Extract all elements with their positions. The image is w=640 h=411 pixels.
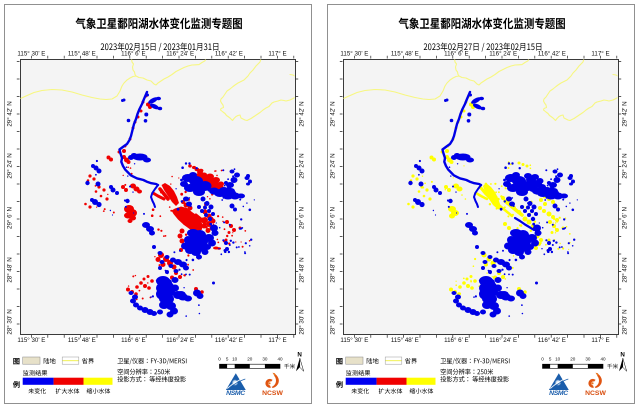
svg-text:116° 42' E: 116° 42' E bbox=[215, 337, 243, 344]
svg-text:116° 42' E: 116° 42' E bbox=[215, 50, 243, 57]
svg-text:116° 6' E: 116° 6' E bbox=[444, 50, 469, 57]
svg-text:116° 24' E: 116° 24' E bbox=[489, 337, 517, 344]
svg-text:N: N bbox=[620, 352, 625, 359]
svg-text:29° 6' N: 29° 6' N bbox=[7, 207, 14, 229]
svg-text:116° 24' E: 116° 24' E bbox=[489, 50, 517, 57]
svg-text:116° 6' E: 116° 6' E bbox=[121, 337, 146, 344]
svg-text:20: 20 bbox=[247, 357, 253, 362]
svg-text:117° E: 117° E bbox=[591, 50, 609, 57]
svg-text:40: 40 bbox=[600, 357, 606, 362]
svg-text:29° 24' N: 29° 24' N bbox=[299, 153, 306, 178]
svg-text:0: 0 bbox=[541, 357, 544, 362]
svg-text:29° 24' N: 29° 24' N bbox=[330, 153, 337, 178]
svg-text:116° 42' E: 116° 42' E bbox=[538, 50, 566, 57]
svg-text:30: 30 bbox=[262, 357, 268, 362]
svg-text:28° 48' N: 28° 48' N bbox=[7, 257, 14, 282]
svg-text:29° 42' N: 29° 42' N bbox=[7, 101, 14, 126]
svg-text:116° 42' E: 116° 42' E bbox=[538, 337, 566, 344]
svg-text:28° 30' N: 28° 30' N bbox=[7, 309, 14, 334]
svg-text:117° E: 117° E bbox=[268, 337, 286, 344]
svg-text:115° 30' E: 115° 30' E bbox=[17, 337, 45, 344]
svg-text:10: 10 bbox=[555, 357, 561, 362]
svg-text:10: 10 bbox=[232, 357, 238, 362]
svg-text:117° E: 117° E bbox=[591, 337, 609, 344]
svg-text:117° E: 117° E bbox=[268, 50, 286, 57]
svg-text:5: 5 bbox=[226, 357, 229, 362]
svg-text:29° 24' N: 29° 24' N bbox=[622, 153, 629, 178]
svg-text:28° 48' N: 28° 48' N bbox=[622, 257, 629, 282]
svg-text:116° 6' E: 116° 6' E bbox=[121, 50, 146, 57]
svg-text:5: 5 bbox=[549, 357, 552, 362]
svg-text:28° 48' N: 28° 48' N bbox=[330, 257, 337, 282]
svg-text:116° 6' E: 116° 6' E bbox=[444, 337, 469, 344]
svg-text:NSMC: NSMC bbox=[226, 390, 245, 397]
svg-text:30: 30 bbox=[585, 357, 591, 362]
svg-text:29° 42' N: 29° 42' N bbox=[299, 101, 306, 126]
svg-text:NCSW: NCSW bbox=[262, 390, 283, 397]
svg-text:116° 24' E: 116° 24' E bbox=[166, 337, 194, 344]
svg-text:29° 6' N: 29° 6' N bbox=[330, 207, 337, 229]
svg-text:29° 6' N: 29° 6' N bbox=[299, 207, 306, 229]
svg-text:29° 6' N: 29° 6' N bbox=[622, 207, 629, 229]
svg-text:28° 30' N: 28° 30' N bbox=[622, 309, 629, 334]
svg-text:115° 30' E: 115° 30' E bbox=[17, 50, 45, 57]
svg-text:28° 48' N: 28° 48' N bbox=[299, 257, 306, 282]
svg-text:115° 48' E: 115° 48' E bbox=[391, 337, 419, 344]
svg-text:115° 48' E: 115° 48' E bbox=[68, 50, 96, 57]
svg-text:115° 30' E: 115° 30' E bbox=[340, 337, 368, 344]
svg-text:29° 42' N: 29° 42' N bbox=[622, 101, 629, 126]
svg-text:28° 30' N: 28° 30' N bbox=[299, 309, 306, 334]
svg-text:40: 40 bbox=[277, 357, 283, 362]
svg-text:29° 24' N: 29° 24' N bbox=[7, 153, 14, 178]
svg-text:NSMC: NSMC bbox=[549, 390, 568, 397]
svg-text:28° 30' N: 28° 30' N bbox=[330, 309, 337, 334]
svg-text:116° 24' E: 116° 24' E bbox=[166, 50, 194, 57]
svg-text:20: 20 bbox=[570, 357, 576, 362]
svg-text:N: N bbox=[297, 352, 302, 359]
svg-text:29° 42' N: 29° 42' N bbox=[330, 101, 337, 126]
svg-text:0: 0 bbox=[218, 357, 221, 362]
svg-text:NCSW: NCSW bbox=[585, 390, 606, 397]
svg-text:115° 48' E: 115° 48' E bbox=[391, 50, 419, 57]
svg-text:115° 48' E: 115° 48' E bbox=[68, 337, 96, 344]
svg-text:115° 30' E: 115° 30' E bbox=[340, 50, 368, 57]
